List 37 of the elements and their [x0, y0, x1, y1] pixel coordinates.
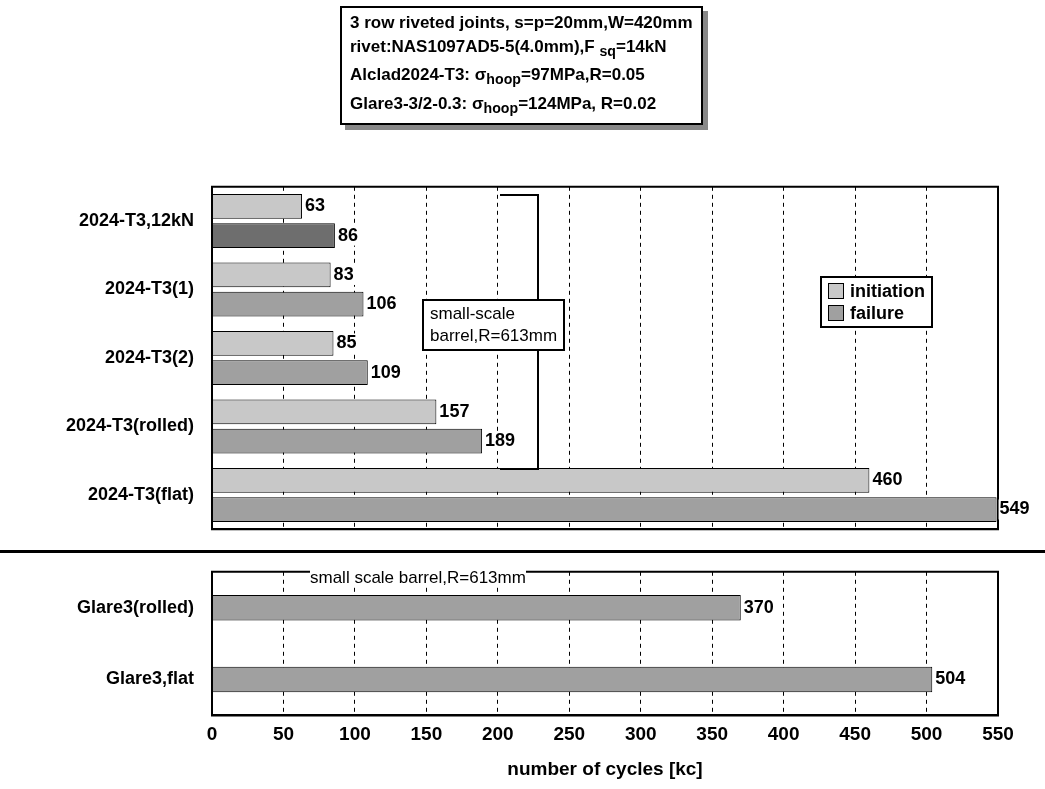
- data-label: 549: [999, 498, 1030, 519]
- data-label: 83: [333, 263, 354, 284]
- x-tick-label: 550: [982, 723, 1014, 745]
- data-label: 109: [370, 361, 401, 382]
- x-tick-label: 400: [767, 723, 800, 745]
- chart-title: 3 row riveted joints, s=p=20mm,W=420mm rivet:NAS1097AD5-5(4.0mm),F $_{sq}$=14kN Alclad2024-T3: σ$_{hoop}$=97MPa,R=0.05 Glare3-3/2-0.3: σ$_{hoop}$=124MPa, R=0.02: [350, 13, 693, 117]
- data-label: 370: [743, 596, 774, 617]
- data-label: 157: [439, 400, 470, 421]
- y-tick-label: Glare3,flat: [105, 668, 194, 689]
- x-tick-label: 0: [206, 723, 218, 745]
- data-label: 106: [366, 293, 397, 314]
- data-label: 189: [485, 430, 516, 450]
- x-axis-title: number of cycles [kc]: [507, 757, 703, 779]
- data-label: 63: [305, 195, 326, 216]
- data-label: 86: [337, 224, 358, 245]
- x-tick-label: 500: [910, 723, 943, 745]
- x-tick-label: 350: [696, 723, 729, 745]
- y-tick-label: Glare3(rolled): [76, 596, 194, 617]
- x-tick-label: 100: [339, 723, 371, 745]
- y-tick-label: 2024-T3,12kN: [78, 210, 194, 231]
- legend-label: initiation: [849, 280, 925, 302]
- legend-label: failure: [849, 302, 906, 324]
- y-tick-label: 2024-T3(1): [104, 278, 194, 299]
- annotation: small scale barrel,R=613mm: [310, 568, 526, 587]
- x-tick-label: 250: [553, 723, 586, 745]
- x-tick-label: 200: [481, 723, 514, 745]
- x-tick-label: 300: [624, 723, 657, 745]
- x-tick-label: 450: [839, 723, 871, 745]
- x-tick-label: 50: [272, 723, 295, 745]
- y-tick-label: 2024-T3(2): [104, 346, 194, 367]
- data-label: 85: [336, 332, 357, 353]
- data-label: 460: [872, 469, 903, 490]
- y-tick-label: 2024-T3(flat): [87, 483, 195, 504]
- y-tick-label: 2024-T3(rolled): [65, 415, 194, 436]
- x-tick-label: 150: [410, 723, 443, 745]
- annotation: small-scale barrel,R=613mm: [422, 299, 566, 351]
- data-label: 504: [935, 668, 966, 689]
